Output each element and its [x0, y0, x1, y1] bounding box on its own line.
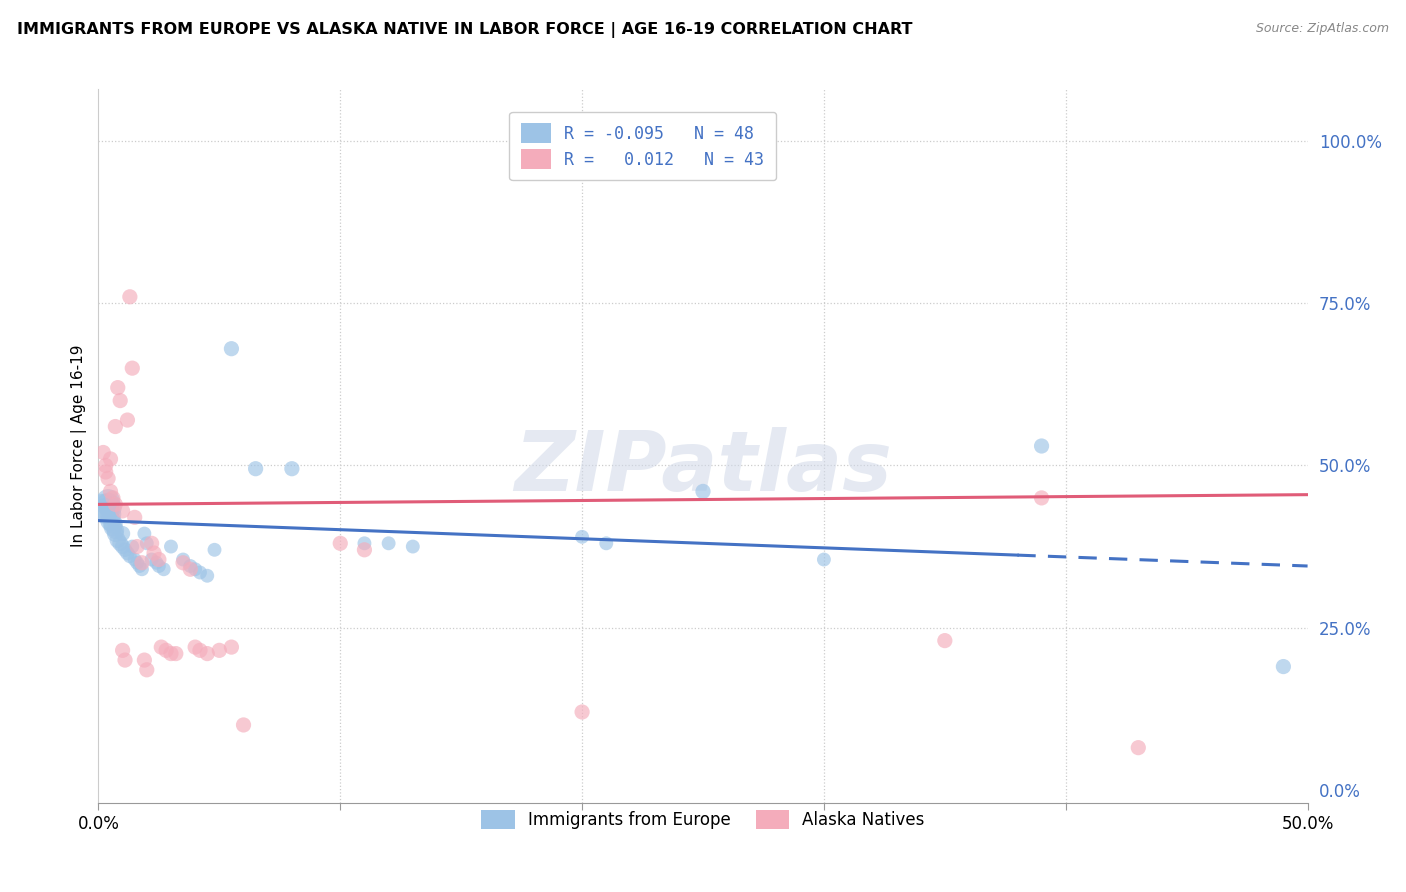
Point — [94, 465, 117, 479]
Point — [402, 540, 425, 554]
Text: IMMIGRANTS FROM EUROPE VS ALASKA NATIVE IN LABOR FORCE | AGE 16-19 CORRELATION C: IMMIGRANTS FROM EUROPE VS ALASKA NATIVE … — [17, 22, 912, 38]
Point — [104, 526, 127, 541]
Point — [155, 643, 177, 657]
Point — [111, 504, 134, 518]
Point — [221, 342, 243, 356]
Point — [353, 542, 375, 557]
Point — [121, 540, 143, 554]
Point — [1272, 659, 1295, 673]
Point — [107, 533, 129, 547]
Point — [134, 526, 156, 541]
Point — [377, 536, 399, 550]
Point — [100, 484, 122, 499]
Point — [104, 419, 127, 434]
Point — [91, 445, 114, 459]
Point — [571, 530, 593, 544]
Point — [107, 381, 129, 395]
Point — [245, 461, 267, 475]
Point — [160, 647, 183, 661]
Point — [145, 556, 167, 570]
Point — [188, 566, 211, 580]
Point — [108, 393, 131, 408]
Point — [131, 556, 153, 570]
Point — [91, 500, 114, 515]
Point — [97, 497, 120, 511]
Point — [179, 559, 201, 574]
Text: Source: ZipAtlas.com: Source: ZipAtlas.com — [1256, 22, 1389, 36]
Point — [160, 540, 183, 554]
Point — [100, 507, 122, 521]
Point — [1128, 740, 1150, 755]
Point — [101, 520, 124, 534]
Point — [124, 510, 146, 524]
Point — [111, 540, 134, 554]
Point — [104, 524, 127, 538]
Point — [108, 536, 131, 550]
Point — [141, 552, 163, 566]
Point — [195, 647, 218, 661]
Legend: Immigrants from Europe, Alaska Natives: Immigrants from Europe, Alaska Natives — [472, 801, 934, 838]
Point — [571, 705, 593, 719]
Point — [111, 643, 134, 657]
Point — [353, 536, 375, 550]
Point — [124, 552, 146, 566]
Point — [118, 290, 141, 304]
Point — [104, 497, 127, 511]
Point — [134, 653, 156, 667]
Point — [94, 504, 117, 518]
Point — [179, 562, 201, 576]
Point — [117, 546, 139, 560]
Point — [195, 568, 218, 582]
Point — [100, 514, 122, 528]
Point — [188, 643, 211, 657]
Point — [934, 633, 956, 648]
Point — [692, 484, 714, 499]
Point — [1031, 491, 1053, 505]
Point — [131, 562, 153, 576]
Point — [135, 663, 157, 677]
Point — [165, 647, 187, 661]
Point — [100, 452, 122, 467]
Point — [204, 542, 226, 557]
Point — [184, 562, 207, 576]
Point — [127, 540, 149, 554]
Point — [813, 552, 835, 566]
Point — [114, 542, 136, 557]
Point — [148, 552, 170, 566]
Point — [94, 458, 117, 473]
Point — [1031, 439, 1053, 453]
Point — [184, 640, 207, 654]
Point — [281, 461, 304, 475]
Text: ZIPatlas: ZIPatlas — [515, 427, 891, 508]
Point — [152, 562, 174, 576]
Point — [172, 556, 194, 570]
Point — [117, 413, 139, 427]
Point — [114, 653, 136, 667]
Point — [232, 718, 254, 732]
Point — [135, 536, 157, 550]
Point — [97, 471, 120, 485]
Point — [101, 491, 124, 505]
Point — [121, 361, 143, 376]
Point — [143, 546, 166, 560]
Point — [100, 500, 122, 515]
Y-axis label: In Labor Force | Age 16-19: In Labor Force | Age 16-19 — [72, 344, 87, 548]
Point — [208, 643, 231, 657]
Point — [128, 559, 150, 574]
Point — [148, 559, 170, 574]
Point — [329, 536, 352, 550]
Point — [118, 549, 141, 564]
Point — [127, 556, 149, 570]
Point — [111, 526, 134, 541]
Point — [221, 640, 243, 654]
Point — [150, 640, 173, 654]
Point — [97, 494, 120, 508]
Point — [101, 516, 124, 531]
Point — [172, 552, 194, 566]
Point — [595, 536, 617, 550]
Point — [141, 536, 163, 550]
